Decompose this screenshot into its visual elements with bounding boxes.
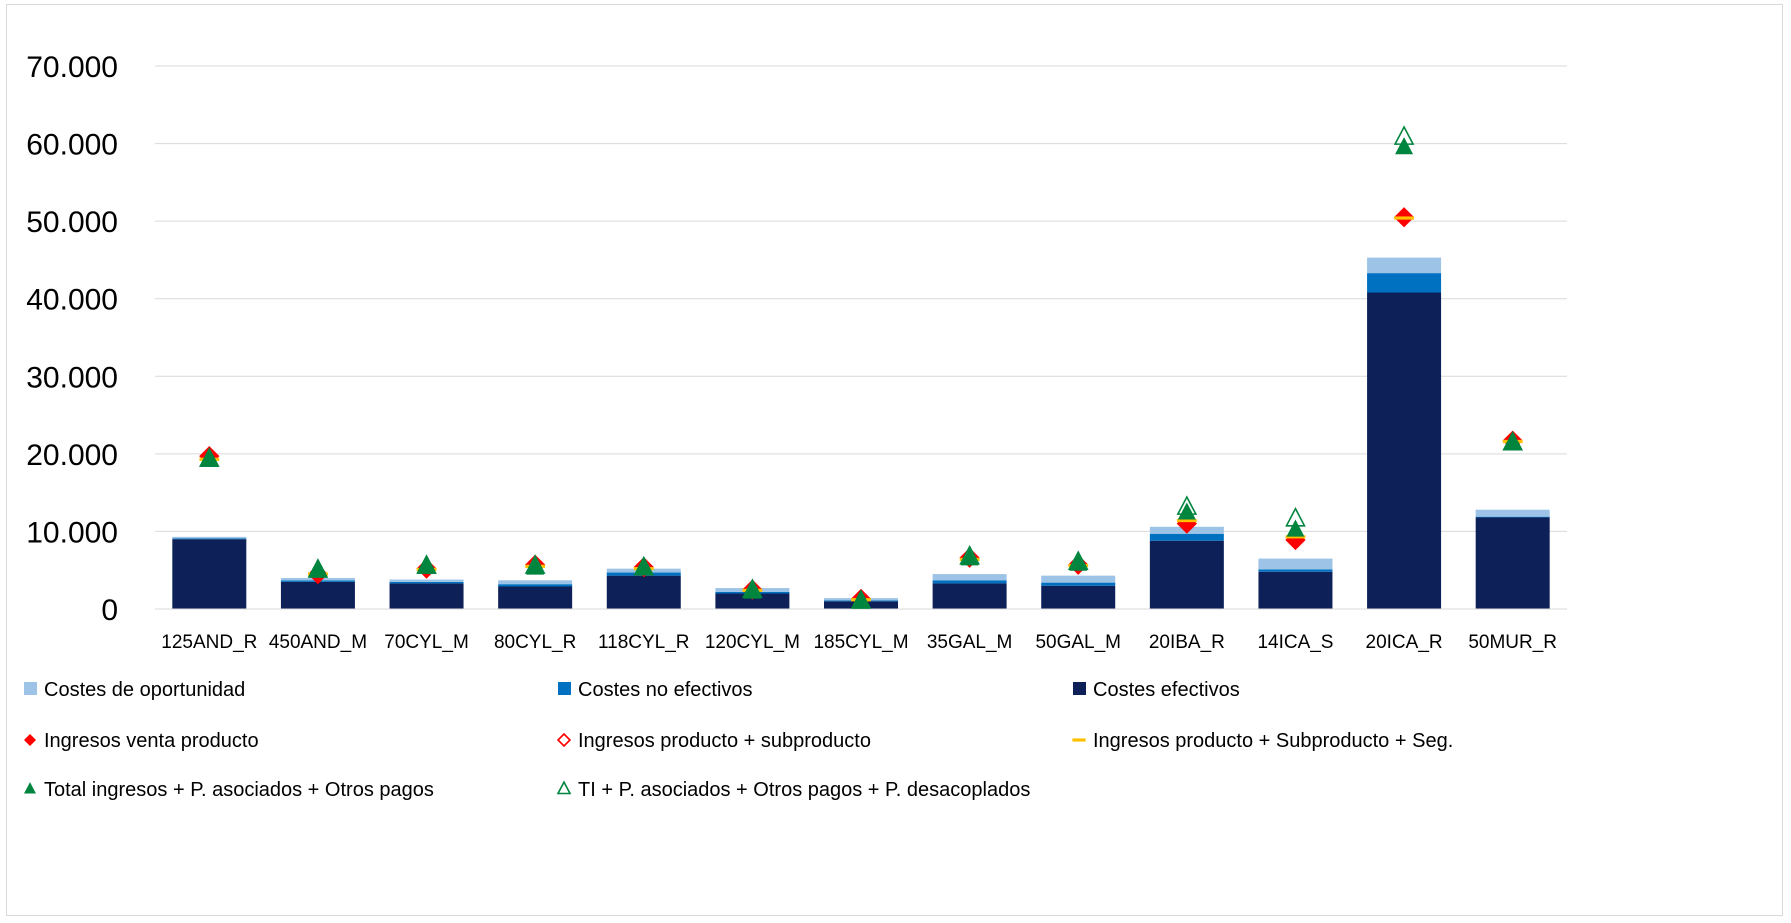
- legend-swatch: [24, 682, 37, 695]
- bar-segment: [932, 574, 1007, 581]
- diamond-marker: [24, 734, 36, 746]
- triangle-open-marker: [556, 780, 572, 795]
- dash-marker: [1072, 738, 1086, 742]
- bar-segment: [1258, 571, 1333, 609]
- gridlines: [155, 65, 1567, 532]
- triangle-marker: [960, 548, 979, 566]
- bar-segment: [1367, 257, 1442, 274]
- legend: Costes de oportunidad Costes no efectivos…: [24, 679, 1453, 801]
- bar-segment: [389, 579, 464, 582]
- bars: [172, 257, 1550, 609]
- x-tick-label: 120CYL_M: [705, 632, 800, 653]
- triangle-marker: [743, 581, 762, 599]
- bar-segment: [1149, 540, 1224, 609]
- legend-label: Ingresos venta producto: [44, 730, 259, 752]
- bar-segment: [1258, 558, 1333, 570]
- legend-label: TI + P. asociados + Otros pagos + P. des…: [578, 779, 1030, 801]
- triangle-marker: [308, 560, 327, 578]
- bar-segment: [932, 583, 1007, 609]
- triangle-marker: [634, 558, 653, 576]
- x-tick-label: 125AND_R: [161, 632, 257, 653]
- x-tick-label: 14ICA_S: [1257, 632, 1333, 653]
- x-tick-label: 80CYL_R: [494, 632, 576, 653]
- bar-segment: [1475, 509, 1550, 517]
- triangle-marker: [200, 449, 219, 467]
- x-tick-label: 50GAL_M: [1035, 632, 1121, 653]
- y-tick-label: 0: [101, 594, 118, 627]
- legend-label: Ingresos producto + Subproducto + Seg.: [1093, 730, 1453, 752]
- bar-segment: [1367, 292, 1442, 609]
- legend-label: Total ingresos + P. asociados + Otros pa…: [44, 779, 434, 801]
- x-tick-label: 450AND_M: [269, 632, 367, 653]
- dash-marker: [1394, 216, 1414, 220]
- x-tick-label: 185CYL_M: [813, 632, 908, 653]
- x-tick-label: 118CYL_R: [598, 632, 690, 653]
- legend-item: Ingresos producto + subproducto: [556, 730, 871, 752]
- x-tick-label: 20IBA_R: [1149, 632, 1225, 653]
- y-tick-label: 30.000: [26, 361, 118, 394]
- legend-item: Ingresos venta producto: [24, 730, 259, 752]
- bar-segment: [606, 575, 681, 609]
- bar-segment: [715, 593, 790, 609]
- y-tick-label: 20.000: [26, 439, 118, 472]
- diamond-open-marker: [556, 732, 572, 748]
- triangle-marker: [1177, 502, 1196, 520]
- y-axis-tick-labels: 0 10.000 20.000 30.000 40.000 50.000 60.000 70.…: [26, 51, 118, 627]
- bar-segment: [1041, 582, 1116, 586]
- legend-item: Costes de oportunidad: [24, 679, 245, 701]
- bar-segment: [1367, 273, 1442, 293]
- legend-item: Total ingresos + P. asociados + Otros pa…: [24, 779, 434, 801]
- triangle-marker: [1503, 432, 1522, 450]
- triangle-marker: [417, 556, 436, 574]
- dash-marker: [1285, 535, 1306, 539]
- y-tick-label: 70.000: [26, 51, 118, 84]
- triangle-marker: [1395, 137, 1414, 155]
- triangle-marker: [1069, 553, 1088, 571]
- x-tick-label: 35GAL_M: [927, 632, 1013, 653]
- legend-swatch: [558, 682, 571, 695]
- triangle-marker: [1286, 519, 1305, 537]
- legend-item: Costes no efectivos: [558, 679, 753, 701]
- markers: [198, 125, 1524, 610]
- bar-segment: [1041, 585, 1116, 609]
- bar-segment: [1149, 533, 1224, 541]
- x-tick-label: 50MUR_R: [1468, 632, 1557, 653]
- triangle-marker: [852, 591, 870, 609]
- x-axis-tick-labels: 125AND_R 450AND_M 70CYL_M 80CYL_R 118CYL_R 12…: [161, 632, 1557, 653]
- triangle-marker: [24, 782, 36, 794]
- bar-segment: [498, 580, 573, 585]
- bar-segment: [172, 539, 247, 609]
- bar-segment: [172, 538, 247, 540]
- y-tick-label: 50.000: [26, 206, 118, 239]
- bar-segment: [932, 580, 1007, 584]
- bar-segment: [498, 586, 573, 609]
- x-tick-label: 70CYL_M: [384, 632, 469, 653]
- bar-segment: [1475, 516, 1550, 518]
- chart-frame: [6, 4, 1783, 916]
- legend-label: Costes de oportunidad: [44, 679, 245, 701]
- legend-item: Costes efectivos: [1073, 679, 1240, 701]
- x-tick-label: 20ICA_R: [1366, 632, 1443, 653]
- bar-segment: [1041, 575, 1116, 583]
- legend-item: TI + P. asociados + Otros pagos + P. des…: [556, 779, 1030, 801]
- legend-label: Ingresos producto + subproducto: [578, 730, 871, 752]
- bar-segment: [1258, 569, 1333, 572]
- dash-marker: [1176, 518, 1197, 523]
- y-tick-label: 10.000: [26, 516, 118, 549]
- bar-segment: [280, 581, 355, 609]
- legend-label: Costes no efectivos: [578, 679, 753, 701]
- bar-segment: [498, 584, 573, 587]
- y-tick-label: 40.000: [26, 284, 118, 317]
- bar-segment: [172, 536, 247, 539]
- triangle-marker: [526, 557, 545, 575]
- bar-segment: [389, 583, 464, 609]
- y-tick-label: 60.000: [26, 129, 118, 162]
- bar-segment: [389, 581, 464, 584]
- bar-segment: [1475, 517, 1550, 609]
- legend-item: Ingresos producto + Subproducto + Seg.: [1072, 730, 1453, 752]
- legend-label: Costes efectivos: [1093, 679, 1240, 701]
- legend-swatch: [1073, 682, 1086, 695]
